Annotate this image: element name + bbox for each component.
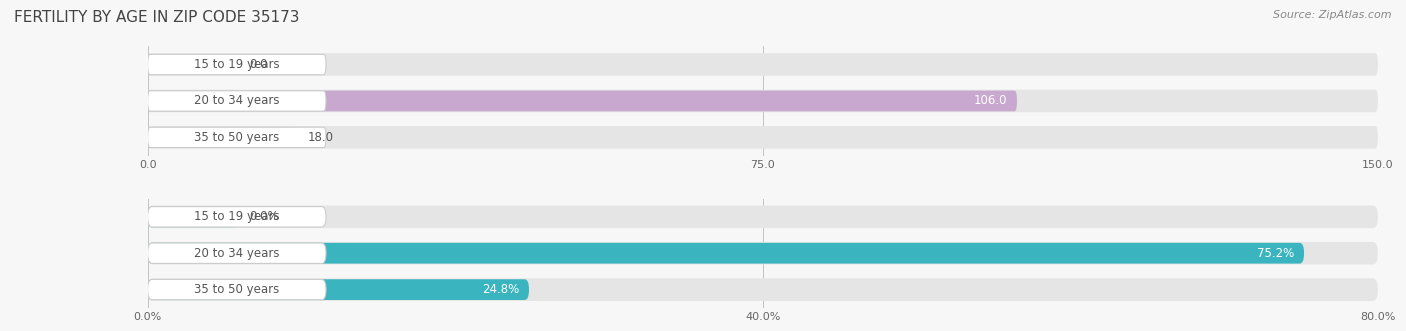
FancyBboxPatch shape: [148, 279, 529, 300]
FancyBboxPatch shape: [148, 126, 1378, 149]
FancyBboxPatch shape: [148, 91, 326, 111]
FancyBboxPatch shape: [148, 278, 1378, 301]
Text: 106.0: 106.0: [974, 94, 1007, 108]
Text: 35 to 50 years: 35 to 50 years: [194, 131, 280, 144]
FancyBboxPatch shape: [148, 90, 1378, 112]
Text: 20 to 34 years: 20 to 34 years: [194, 94, 280, 108]
Text: 24.8%: 24.8%: [482, 283, 519, 296]
FancyBboxPatch shape: [148, 243, 326, 263]
Text: Source: ZipAtlas.com: Source: ZipAtlas.com: [1274, 10, 1392, 20]
FancyBboxPatch shape: [148, 127, 295, 148]
Text: 0.0%: 0.0%: [249, 210, 278, 223]
FancyBboxPatch shape: [148, 54, 236, 75]
FancyBboxPatch shape: [148, 206, 1378, 228]
Text: 35 to 50 years: 35 to 50 years: [194, 283, 280, 296]
Text: 15 to 19 years: 15 to 19 years: [194, 58, 280, 71]
Text: 15 to 19 years: 15 to 19 years: [194, 210, 280, 223]
FancyBboxPatch shape: [148, 91, 1017, 111]
FancyBboxPatch shape: [148, 127, 326, 148]
FancyBboxPatch shape: [148, 54, 326, 75]
Text: 20 to 34 years: 20 to 34 years: [194, 247, 280, 260]
Text: FERTILITY BY AGE IN ZIP CODE 35173: FERTILITY BY AGE IN ZIP CODE 35173: [14, 10, 299, 25]
FancyBboxPatch shape: [148, 243, 1305, 263]
FancyBboxPatch shape: [148, 53, 1378, 76]
FancyBboxPatch shape: [148, 279, 326, 300]
FancyBboxPatch shape: [148, 207, 326, 227]
FancyBboxPatch shape: [148, 242, 1378, 264]
Text: 75.2%: 75.2%: [1257, 247, 1294, 260]
Text: 0.0: 0.0: [249, 58, 267, 71]
Text: 18.0: 18.0: [308, 131, 333, 144]
FancyBboxPatch shape: [148, 207, 236, 227]
